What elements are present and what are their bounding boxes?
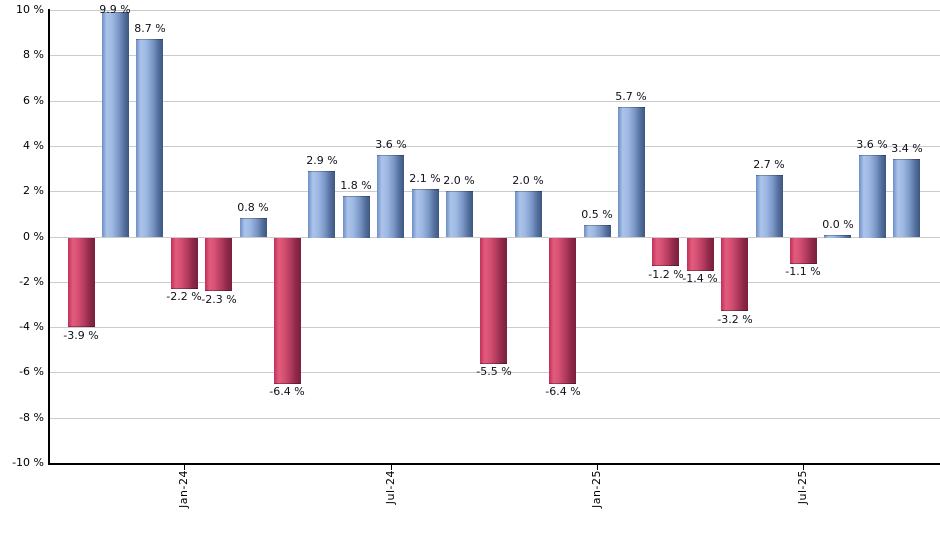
x-axis-tick	[391, 465, 392, 470]
bar-value-label: -3.9 %	[63, 329, 99, 342]
bar-value-label: 3.6 %	[856, 138, 888, 151]
bar-value-label: -2.2 %	[166, 290, 202, 303]
bar-negative[interactable]	[274, 237, 301, 384]
bar-positive[interactable]	[515, 191, 542, 238]
bar-value-label: 2.1 %	[409, 172, 441, 185]
y-axis-tick-label: -6 %	[19, 365, 44, 379]
bar-value-label: 2.0 %	[512, 174, 544, 187]
bar-positive[interactable]	[824, 235, 851, 238]
bar-positive[interactable]	[240, 218, 267, 238]
bar-value-label: 3.6 %	[375, 138, 407, 151]
bar-value-label: 8.7 %	[134, 22, 166, 35]
bar-positive[interactable]	[446, 191, 473, 238]
y-axis-tick-label: -2 %	[19, 274, 44, 288]
bar-value-label: 2.9 %	[306, 154, 338, 167]
y-axis-tick-label: 4 %	[23, 138, 44, 152]
bar-value-label: -5.5 %	[476, 365, 512, 378]
bar-positive[interactable]	[756, 175, 783, 238]
bar-value-label: -6.4 %	[545, 385, 581, 398]
bar-negative[interactable]	[652, 237, 679, 266]
bar-positive[interactable]	[102, 12, 129, 238]
bar-value-label: 2.0 %	[443, 174, 475, 187]
gridline	[50, 146, 940, 147]
bar-value-label: 3.4 %	[891, 142, 923, 155]
bar-value-label: -2.3 %	[201, 293, 237, 306]
bar-value-label: 0.8 %	[237, 201, 269, 214]
bar-value-label: 0.0 %	[822, 218, 854, 231]
gridline	[50, 55, 940, 56]
bar-positive[interactable]	[584, 225, 611, 238]
bar-negative[interactable]	[480, 237, 507, 364]
x-axis-tick-label: Jan-25	[590, 470, 603, 508]
bar-negative[interactable]	[205, 237, 232, 291]
gridline	[50, 191, 940, 192]
bar-positive[interactable]	[412, 188, 439, 238]
bar-positive[interactable]	[859, 154, 886, 238]
x-axis-tick-label: Jan-24	[177, 470, 191, 508]
bar-negative[interactable]	[549, 237, 576, 384]
gridline	[50, 372, 940, 373]
y-axis-tick-label: -4 %	[19, 320, 44, 334]
gridline	[50, 418, 940, 419]
y-axis-tick-label: -8 %	[19, 410, 44, 424]
bar-negative[interactable]	[68, 237, 95, 327]
bar-value-label: -6.4 %	[269, 385, 305, 398]
bar-value-label: -1.1 %	[785, 265, 821, 278]
bar-value-label: -1.4 %	[682, 272, 718, 285]
bar-value-label: 2.7 %	[753, 158, 785, 171]
bar-positive[interactable]	[618, 107, 645, 238]
y-axis-tick-label: 8 %	[23, 48, 44, 62]
x-axis-tick-label: Jul-24	[383, 470, 397, 505]
y-axis-tick-label: 0 %	[23, 229, 44, 243]
x-axis-tick	[597, 465, 598, 470]
bar-positive[interactable]	[343, 195, 370, 238]
bar-negative[interactable]	[171, 237, 198, 289]
bar-negative[interactable]	[790, 237, 817, 264]
x-axis-tick-label: Jul-25	[796, 470, 810, 505]
y-axis-tick-label: -10 %	[12, 456, 44, 469]
bar-value-label: 1.8 %	[340, 179, 372, 192]
bar-value-label: -3.2 %	[717, 313, 753, 326]
bar-positive[interactable]	[308, 170, 335, 238]
bar-value-label: 9.9 %	[99, 3, 131, 16]
bar-positive[interactable]	[377, 154, 404, 238]
bar-value-label: 0.5 %	[581, 208, 613, 221]
y-axis-tick-label: 6 %	[23, 93, 44, 107]
bar-positive[interactable]	[893, 159, 920, 238]
x-axis-tick	[184, 465, 185, 470]
x-axis-tick	[803, 465, 804, 470]
gridline	[50, 10, 940, 11]
y-axis-tick-label: 10 %	[16, 3, 44, 16]
bar-negative[interactable]	[721, 237, 748, 311]
y-axis-tick-label: 2 %	[23, 184, 44, 198]
bar-negative[interactable]	[687, 237, 714, 271]
bar-value-label: -1.2 %	[648, 268, 684, 281]
bar-positive[interactable]	[136, 39, 163, 238]
gridline	[50, 101, 940, 102]
bar-value-label: 5.7 %	[615, 90, 647, 103]
x-axis-line	[48, 463, 940, 465]
y-axis-line	[48, 9, 50, 465]
